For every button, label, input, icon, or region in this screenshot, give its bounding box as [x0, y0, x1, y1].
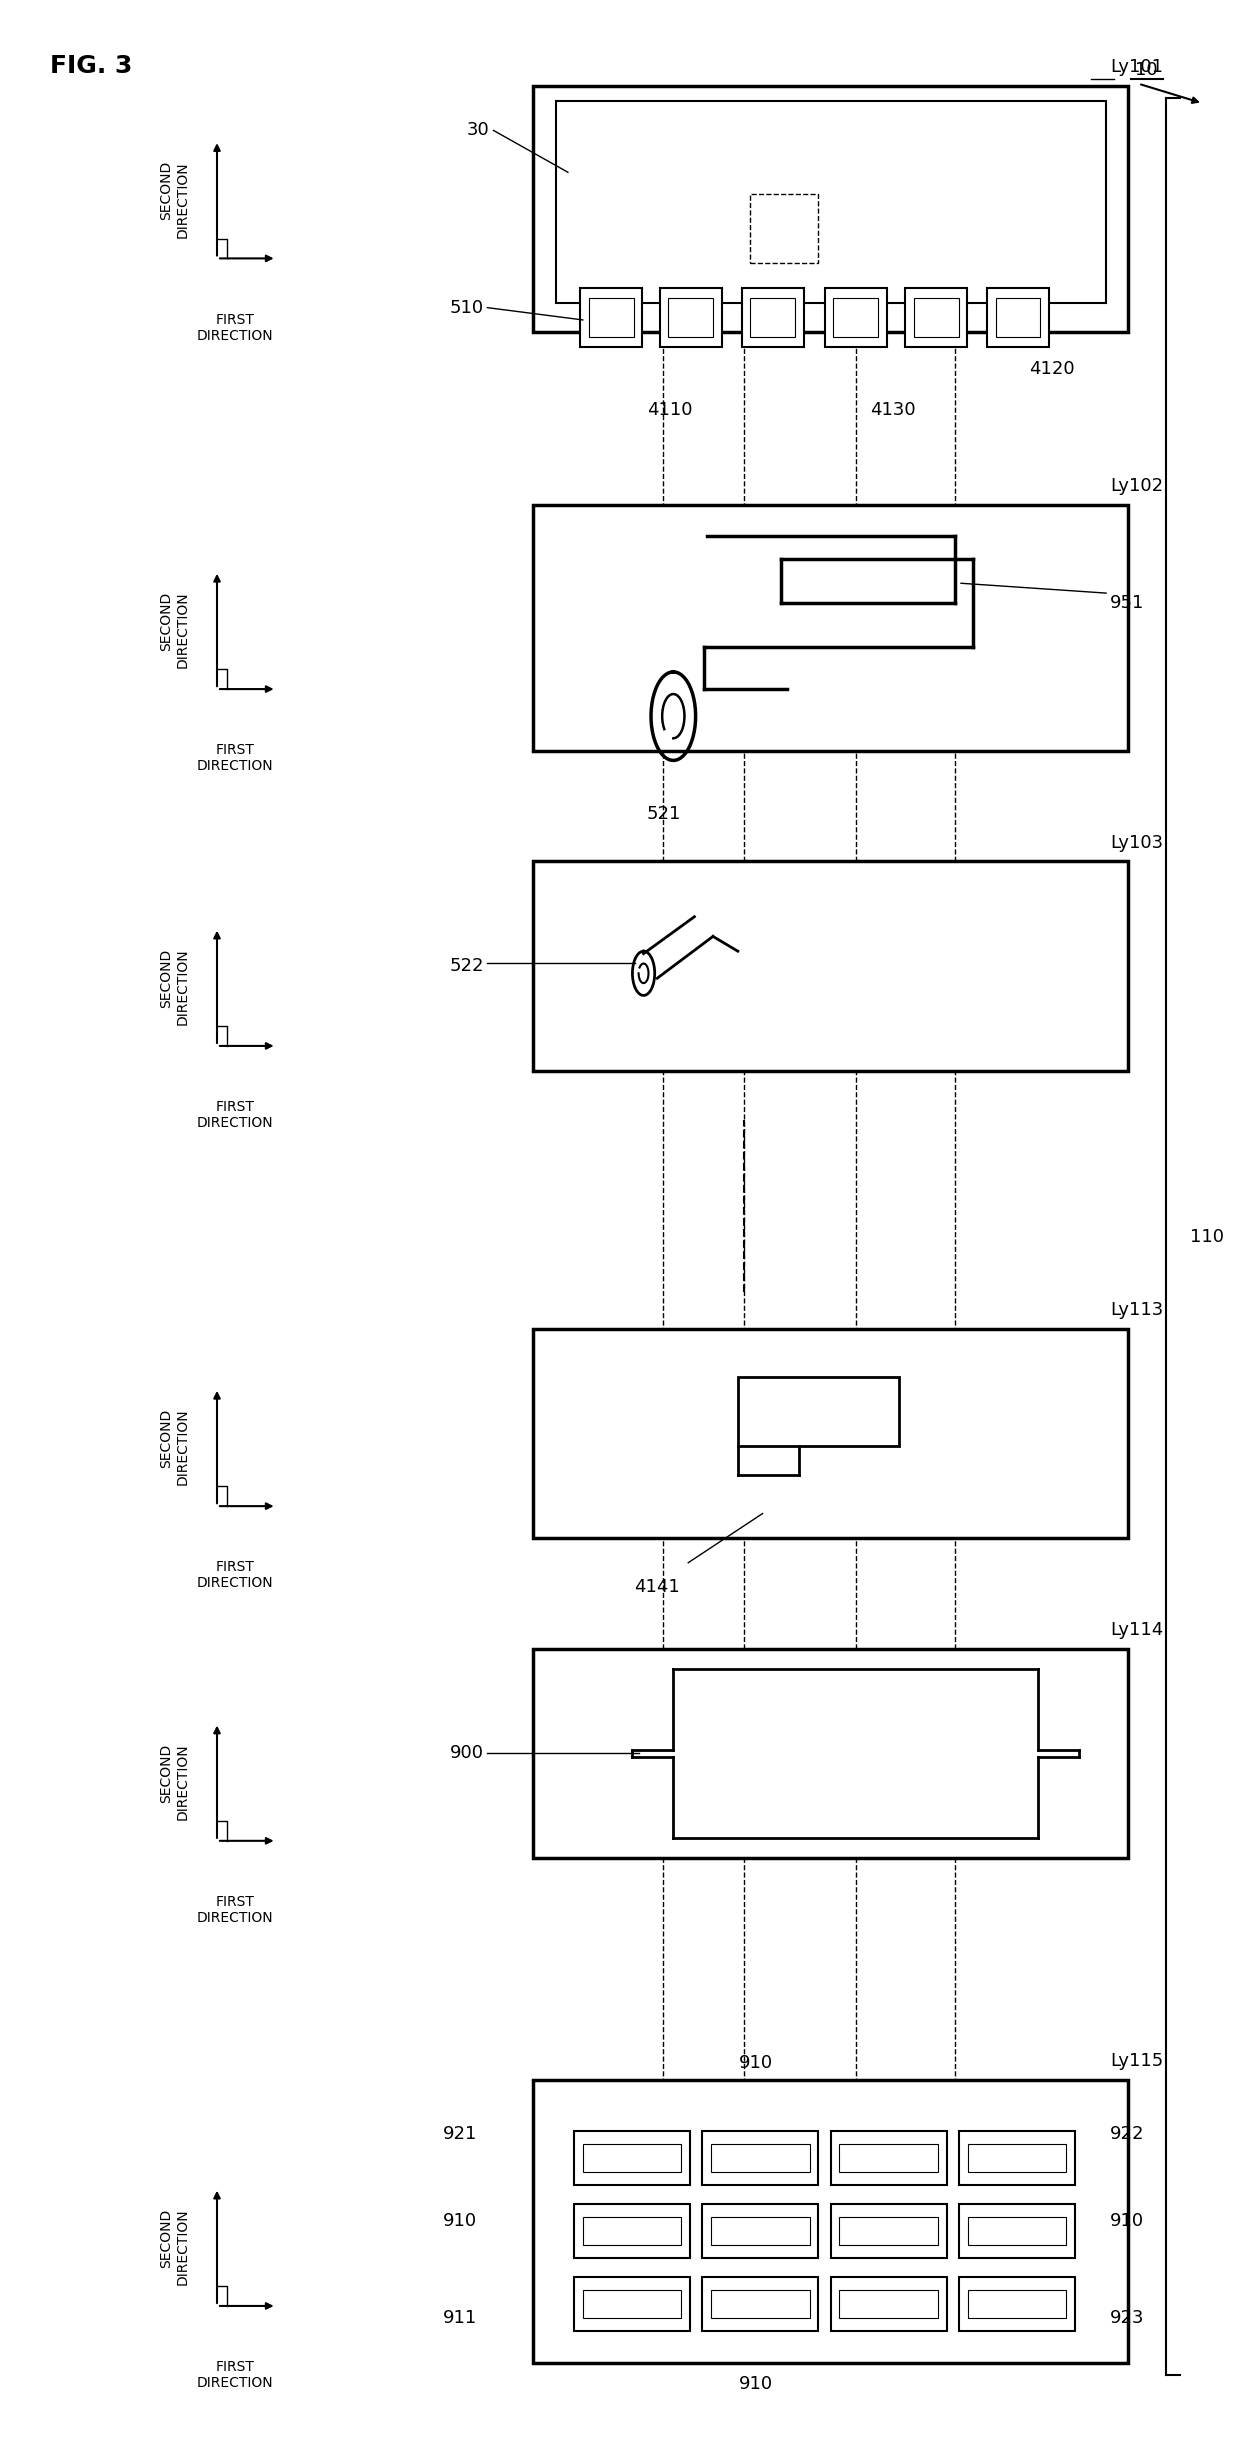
Bar — [831, 2131, 947, 2185]
Text: 110: 110 — [1190, 1228, 1224, 1245]
Text: FIRST
DIRECTION: FIRST DIRECTION — [197, 313, 273, 342]
Bar — [839, 2217, 937, 2244]
Bar — [702, 2131, 818, 2185]
Bar — [533, 2080, 1128, 2363]
Bar — [556, 101, 1106, 303]
Text: 910: 910 — [443, 2212, 477, 2230]
Text: FIG. 3: FIG. 3 — [50, 54, 131, 79]
Bar — [712, 2144, 810, 2173]
Text: 923: 923 — [1110, 2308, 1145, 2328]
Bar — [533, 861, 1128, 1071]
Text: 30: 30 — [467, 121, 490, 140]
Text: FIRST
DIRECTION: FIRST DIRECTION — [197, 2360, 273, 2390]
Bar — [580, 288, 642, 347]
Bar — [712, 2289, 810, 2318]
Bar — [533, 86, 1128, 332]
Text: Ly114: Ly114 — [1110, 1622, 1163, 1639]
Text: Ly113: Ly113 — [1110, 1302, 1163, 1319]
Bar — [905, 288, 967, 347]
Text: Ly115: Ly115 — [1110, 2052, 1163, 2070]
Text: 4120: 4120 — [1029, 359, 1075, 379]
Text: 900: 900 — [450, 1745, 484, 1762]
Text: 910: 910 — [739, 2375, 774, 2392]
Text: 910: 910 — [1110, 2212, 1145, 2230]
Text: Ly102: Ly102 — [1110, 477, 1163, 495]
Bar — [987, 288, 1049, 347]
Text: 4110: 4110 — [647, 401, 692, 418]
Text: SECOND
DIRECTION: SECOND DIRECTION — [160, 1742, 190, 1821]
Bar — [738, 1378, 899, 1447]
Bar — [839, 2289, 937, 2318]
Text: 510: 510 — [449, 298, 484, 317]
Bar — [533, 505, 1128, 751]
Text: 521: 521 — [646, 805, 681, 822]
Bar — [583, 2289, 682, 2318]
Bar — [660, 288, 722, 347]
Text: FIRST
DIRECTION: FIRST DIRECTION — [197, 1560, 273, 1590]
Bar — [668, 298, 713, 337]
Bar — [750, 298, 795, 337]
Bar — [839, 2144, 937, 2173]
Bar — [967, 2289, 1066, 2318]
Bar — [533, 1649, 1128, 1858]
Bar — [574, 2276, 689, 2331]
Bar — [589, 298, 634, 337]
Bar — [574, 2205, 689, 2257]
Text: 10: 10 — [1135, 62, 1157, 79]
Bar — [831, 2276, 947, 2331]
Bar — [825, 288, 887, 347]
Bar — [533, 1329, 1128, 1538]
Bar — [574, 2131, 689, 2185]
Text: FIRST
DIRECTION: FIRST DIRECTION — [197, 743, 273, 773]
Bar — [914, 298, 959, 337]
Text: FIRST
DIRECTION: FIRST DIRECTION — [197, 1895, 273, 1925]
Bar — [996, 298, 1040, 337]
Bar — [712, 2217, 810, 2244]
Text: 951: 951 — [1110, 593, 1145, 613]
Text: SECOND
DIRECTION: SECOND DIRECTION — [160, 2208, 190, 2286]
Text: 922: 922 — [1110, 2124, 1145, 2144]
Text: SECOND
DIRECTION: SECOND DIRECTION — [160, 160, 190, 239]
Text: Ly103: Ly103 — [1110, 834, 1163, 852]
Bar — [967, 2217, 1066, 2244]
Text: 522: 522 — [449, 957, 484, 975]
Bar — [583, 2144, 682, 2173]
Bar — [833, 298, 878, 337]
Bar — [831, 2205, 947, 2257]
Bar — [742, 288, 804, 347]
Text: SECOND
DIRECTION: SECOND DIRECTION — [160, 1408, 190, 1486]
Bar — [750, 194, 818, 263]
Text: Ly101: Ly101 — [1110, 59, 1163, 76]
Bar — [702, 2276, 818, 2331]
Bar — [967, 2144, 1066, 2173]
Text: 4130: 4130 — [870, 401, 915, 418]
Bar — [702, 2205, 818, 2257]
Bar — [960, 2276, 1075, 2331]
Text: SECOND
DIRECTION: SECOND DIRECTION — [160, 947, 190, 1026]
Text: 4141: 4141 — [635, 1578, 680, 1595]
Text: SECOND
DIRECTION: SECOND DIRECTION — [160, 591, 190, 669]
Text: 910: 910 — [739, 2055, 774, 2072]
Bar — [583, 2217, 682, 2244]
Text: 921: 921 — [443, 2124, 477, 2144]
Text: 911: 911 — [443, 2308, 477, 2328]
Bar — [960, 2205, 1075, 2257]
Bar — [960, 2131, 1075, 2185]
Text: FIRST
DIRECTION: FIRST DIRECTION — [197, 1100, 273, 1130]
